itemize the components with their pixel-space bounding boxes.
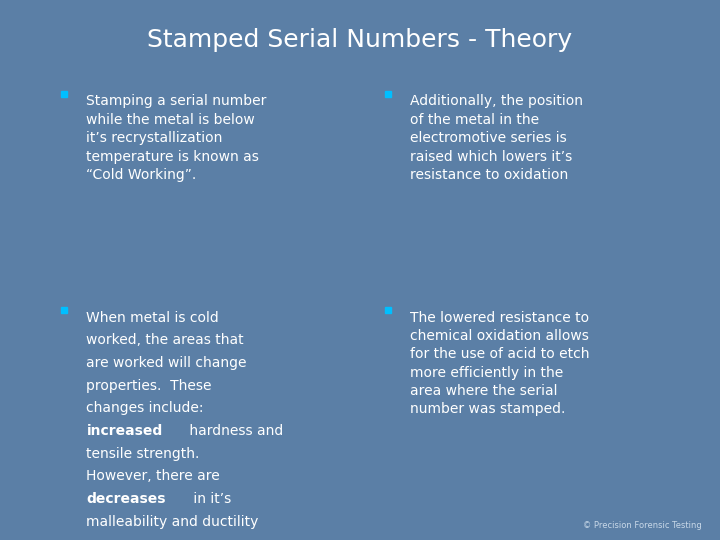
Bar xyxy=(61,307,67,313)
Text: The lowered resistance to
chemical oxidation allows
for the use of acid to etch
: The lowered resistance to chemical oxida… xyxy=(410,310,590,416)
Text: worked, the areas that: worked, the areas that xyxy=(86,333,244,347)
Text: increased: increased xyxy=(86,424,163,438)
Text: tensile strength.: tensile strength. xyxy=(86,447,199,461)
Text: decreases: decreases xyxy=(86,492,166,506)
Bar xyxy=(385,91,391,97)
Text: are worked will change: are worked will change xyxy=(86,356,247,370)
Text: hardness and: hardness and xyxy=(185,424,283,438)
Bar xyxy=(61,91,67,97)
Bar xyxy=(385,307,391,313)
Text: Additionally, the position
of the metal in the
electromotive series is
raised wh: Additionally, the position of the metal … xyxy=(410,94,583,182)
Text: malleability and ductility: malleability and ductility xyxy=(86,515,258,529)
Text: Stamping a serial number
while the metal is below
it’s recrystallization
tempera: Stamping a serial number while the metal… xyxy=(86,94,267,182)
Text: Stamped Serial Numbers - Theory: Stamped Serial Numbers - Theory xyxy=(148,29,572,52)
Text: When metal is cold: When metal is cold xyxy=(86,310,219,325)
Text: © Precision Forensic Testing: © Precision Forensic Testing xyxy=(583,521,702,530)
Text: However, there are: However, there are xyxy=(86,469,220,483)
Text: changes include:: changes include: xyxy=(86,401,204,415)
Text: in it’s: in it’s xyxy=(189,492,231,506)
Text: properties.  These: properties. These xyxy=(86,379,212,393)
